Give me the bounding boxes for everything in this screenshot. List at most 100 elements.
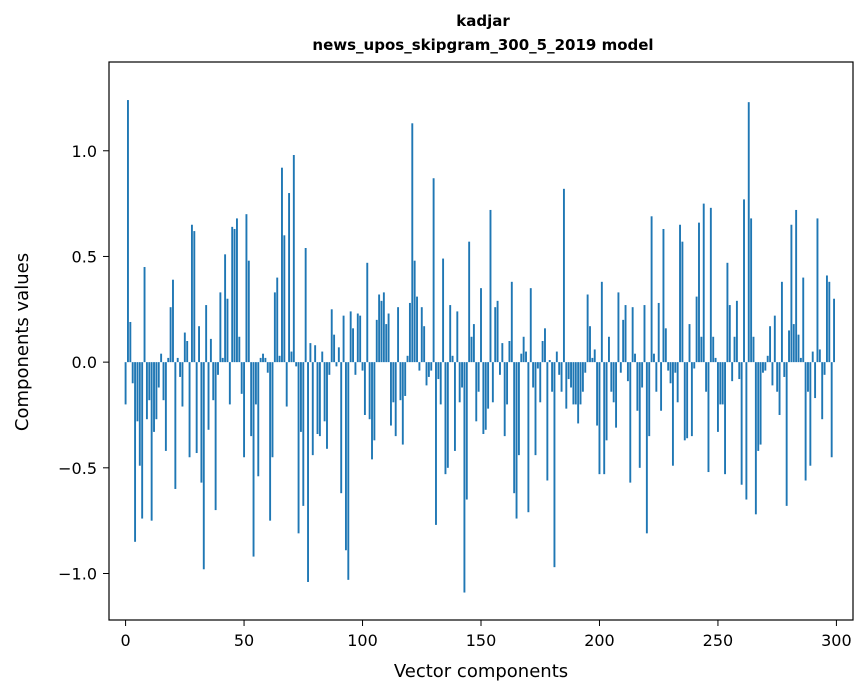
bar-207 [615,362,618,428]
bar-159 [501,343,504,363]
bar-227 [662,228,665,363]
bar-219 [643,305,646,363]
bar-122 [413,260,416,363]
bar-94 [347,362,350,580]
bar-51 [245,214,248,363]
bar-188 [570,362,572,388]
bar-110 [385,324,388,363]
bar-271 [766,355,769,363]
bar-112 [390,362,392,426]
bar-189 [572,362,575,405]
bar-35 [207,362,210,430]
bar-225 [657,302,660,363]
bar-95 [349,311,352,363]
y-tick-label: 0.0 [72,353,97,372]
bar-40 [219,292,222,363]
bar-123 [416,296,418,363]
bar-41 [221,357,224,363]
bar-216 [636,362,639,411]
bar-50 [243,362,246,458]
bar-173 [534,362,537,456]
bar-62 [271,362,274,458]
bar-58 [262,353,264,363]
bar-256 [731,362,734,382]
bar-252 [721,362,724,405]
bar-120 [408,302,411,363]
bar-23 [179,362,182,377]
bar-171 [529,288,532,363]
bar-117 [401,362,404,445]
bar-53 [250,362,253,437]
bar-230 [669,362,672,384]
bar-196 [589,326,591,363]
bar-63 [273,292,276,363]
bar-49 [240,362,243,394]
bar-99 [359,315,362,363]
bar-204 [608,336,610,363]
bar-281 [790,224,793,363]
bar-234 [679,224,681,363]
bar-3 [131,362,134,384]
bar-168 [522,336,525,363]
bar-45 [231,226,234,363]
bar-66 [281,167,283,363]
x-tick-label: 150 [466,631,497,650]
x-axis-ticks: 0 50 100 150 200 250 300 [120,620,852,650]
bar-265 [752,336,755,363]
bar-148 [475,362,478,422]
bar-12 [153,362,155,432]
bar-186 [565,362,568,409]
bar-235 [681,241,684,363]
bar-106 [375,319,378,363]
bar-68 [285,362,288,407]
bar-9 [145,362,148,420]
bar-284 [797,334,800,363]
bar-118 [404,362,407,396]
bar-135 [444,362,447,475]
bar-80 [314,345,317,363]
bar-164 [513,362,516,494]
bar-257 [733,336,736,363]
bar-60 [266,362,269,373]
bar-296 [825,275,828,363]
bar-174 [536,362,539,369]
bar-272 [769,326,772,363]
bar-26 [186,341,189,363]
bar-255 [728,305,731,363]
bar-238 [688,324,691,363]
bar-11 [150,362,153,521]
bar-206 [612,362,615,403]
bar-39 [217,362,219,375]
bar-32 [200,362,203,483]
bar-138 [451,355,454,363]
bar-193 [581,362,584,392]
bar-76 [304,248,307,363]
bar-25 [183,332,186,363]
bar-299 [833,298,835,363]
bar-18 [167,357,170,363]
bar-132 [437,362,440,380]
bar-236 [683,362,686,441]
y-axis-ticks: −1.0 −0.5 0.0 0.5 1.0 [58,142,109,584]
x-axis-label: Vector components [394,661,568,682]
bar-143 [463,362,466,593]
bar-97 [354,362,357,375]
bar-82 [318,362,321,437]
bar-160 [503,362,506,437]
bar-202 [603,362,606,475]
bar-57 [259,357,262,363]
bar-161 [506,362,509,405]
bar-0 [124,362,127,405]
bar-291 [814,362,817,399]
bar-33 [202,362,205,570]
bar-96 [352,328,354,363]
bar-152 [484,362,487,430]
bar-92 [342,315,345,363]
bar-192 [579,362,582,405]
bar-203 [605,362,608,441]
bar-261 [743,199,745,363]
bar-282 [792,324,795,363]
bar-292 [816,218,819,363]
bar-21 [174,362,177,489]
bar-167 [520,353,523,363]
